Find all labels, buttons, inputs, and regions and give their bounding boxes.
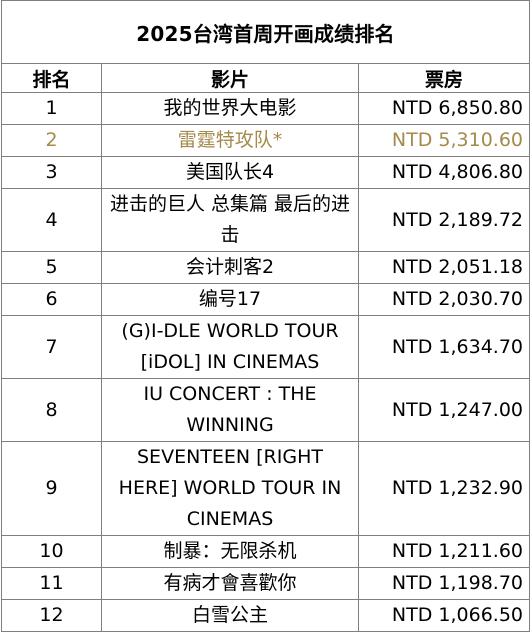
rank-cell: 8 xyxy=(1,378,102,442)
film-cell: 编号17 xyxy=(101,283,359,316)
rank-cell: 12 xyxy=(1,599,102,632)
rank-cell: 9 xyxy=(1,441,102,536)
film-cell: 白雪公主 xyxy=(101,599,359,632)
film-cell: 制暴：无限杀机 xyxy=(101,535,359,568)
table-row: 7 (G)I-DLE WORLD TOUR [iDOL] IN CINEMAS … xyxy=(1,315,530,379)
column-header-box-office: 票房 xyxy=(357,63,530,93)
film-cell: IU CONCERT : THE WINNING xyxy=(101,378,359,442)
film-cell: 美国队长4 xyxy=(101,156,359,189)
box-office-cell: NTD 1,232.90 xyxy=(357,441,530,536)
table-row: 4 进击的巨人 总集篇 最后的进击 NTD 2,189.72 xyxy=(1,188,530,252)
table-row: 6 编号17 NTD 2,030.70 xyxy=(1,283,530,316)
column-header-rank: 排名 xyxy=(1,63,102,93)
rank-cell: 1 xyxy=(1,92,102,125)
column-header-film: 影片 xyxy=(101,63,359,93)
film-cell: 进击的巨人 总集篇 最后的进击 xyxy=(101,188,359,252)
table-row: 8 IU CONCERT : THE WINNING NTD 1,247.00 xyxy=(1,378,530,442)
box-office-cell: NTD 6,850.80 xyxy=(357,92,530,125)
table-row: 10 制暴：无限杀机 NTD 1,211.60 xyxy=(1,535,530,568)
header-row: 排名 影片 票房 xyxy=(1,63,530,93)
table-row: 3 美国队长4 NTD 4,806.80 xyxy=(1,156,530,189)
rank-cell: 7 xyxy=(1,315,102,379)
box-office-cell: NTD 2,051.18 xyxy=(357,251,530,284)
rank-cell: 5 xyxy=(1,251,102,284)
rank-cell: 10 xyxy=(1,535,102,568)
table-row: 12 白雪公主 NTD 1,066.50 xyxy=(1,599,530,632)
film-cell: 会计刺客2 xyxy=(101,251,359,284)
table-row: 11 有病才會喜歡你 NTD 1,198.70 xyxy=(1,567,530,600)
box-office-cell: NTD 1,211.60 xyxy=(357,535,530,568)
box-office-cell: NTD 1,247.00 xyxy=(357,378,530,442)
rank-cell: 11 xyxy=(1,567,102,600)
box-office-cell: NTD 1,198.70 xyxy=(357,567,530,600)
table-row: 9 SEVENTEEN [RIGHT HERE] WORLD TOUR IN C… xyxy=(1,441,530,536)
box-office-cell: NTD 4,806.80 xyxy=(357,156,530,189)
table-row: 5 会计刺客2 NTD 2,051.18 xyxy=(1,251,530,284)
box-office-cell: NTD 1,634.70 xyxy=(357,315,530,379)
title-row: 2025台湾首周开画成绩排名 xyxy=(0,0,530,64)
rank-cell: 6 xyxy=(1,283,102,316)
box-office-cell: NTD 1,066.50 xyxy=(357,599,530,632)
rank-cell: 3 xyxy=(1,156,102,189)
rank-cell: 2 xyxy=(1,124,102,157)
film-cell: SEVENTEEN [RIGHT HERE] WORLD TOUR IN CIN… xyxy=(101,441,359,536)
table-row-highlighted: 2 雷霆特攻队* NTD 5,310.60 xyxy=(1,124,530,157)
film-cell: 我的世界大电影 xyxy=(101,92,359,125)
film-cell: 有病才會喜歡你 xyxy=(101,567,359,600)
box-office-cell: NTD 5,310.60 xyxy=(357,124,530,157)
film-cell: (G)I-DLE WORLD TOUR [iDOL] IN CINEMAS xyxy=(101,315,359,379)
rank-cell: 4 xyxy=(1,188,102,252)
box-office-cell: NTD 2,030.70 xyxy=(357,283,530,316)
table-row: 1 我的世界大电影 NTD 6,850.80 xyxy=(1,92,530,125)
table-title: 2025台湾首周开画成绩排名 xyxy=(0,0,530,64)
box-office-cell: NTD 2,189.72 xyxy=(357,188,530,252)
film-cell: 雷霆特攻队* xyxy=(101,124,359,157)
